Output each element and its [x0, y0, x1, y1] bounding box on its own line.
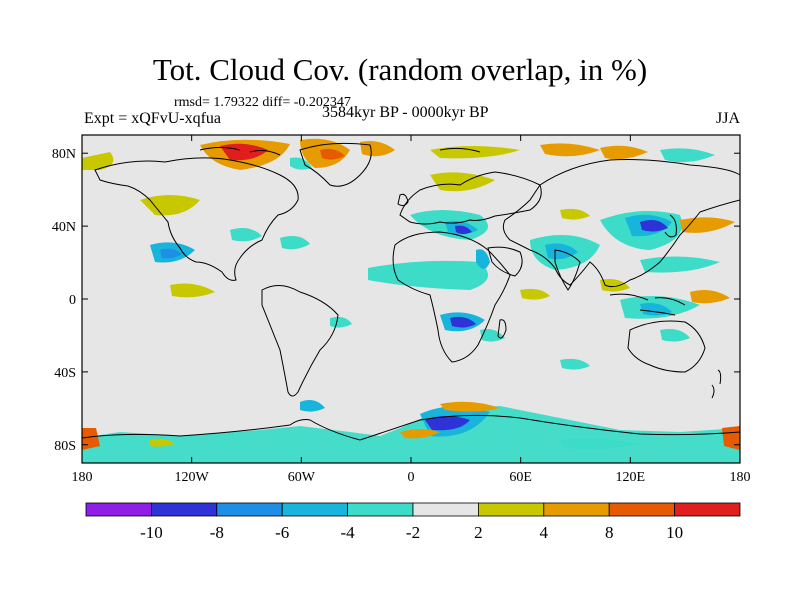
coastline [609, 293, 686, 316]
coastline [711, 369, 722, 399]
longitude-labels: 180 120W 60W 0 60E 120E 180 [72, 470, 751, 485]
anomaly-patch [520, 288, 550, 300]
anomaly-patch [82, 152, 114, 170]
anomaly-patch [680, 217, 735, 233]
lat-tick-label: 0 [69, 293, 76, 308]
anomaly-patch [140, 195, 200, 216]
coastline [664, 214, 677, 238]
anomaly-patch [330, 316, 352, 328]
lat-tick-label: 80N [52, 147, 76, 162]
coastline [554, 249, 581, 291]
anomaly-patch [368, 260, 488, 290]
coastline [502, 159, 740, 288]
coastline [299, 142, 372, 187]
anomaly-patch [290, 157, 312, 170]
lat-tick-label: 80S [54, 439, 76, 454]
anomaly-patch [400, 429, 440, 439]
colorbar-swatch [608, 502, 676, 517]
coastline [627, 320, 706, 373]
lon-tick-label: 120W [175, 470, 210, 485]
anomaly-patch [560, 438, 640, 450]
lon-tick-label: 60E [509, 470, 532, 485]
coastline [392, 231, 511, 363]
colorbar-label: 10 [666, 523, 683, 542]
anomaly-patch [160, 248, 182, 259]
colorbar-swatch [281, 502, 349, 517]
anomaly-patch [660, 329, 690, 342]
lon-tick-label: 180 [730, 470, 751, 485]
colorbar [85, 502, 741, 517]
colorbar-label: -6 [275, 523, 289, 542]
latitude-labels: 80N 40N 0 40S 80S [52, 147, 76, 454]
anomaly-patch [640, 303, 672, 316]
colorbar-label: -10 [140, 523, 163, 542]
anomaly-patch [230, 228, 262, 242]
coastline [399, 171, 542, 225]
axis-ticks [81, 135, 741, 463]
anomaly-patch [480, 329, 505, 342]
colorbar-swatch [85, 502, 152, 517]
coastline [497, 319, 507, 339]
anomaly-patch [440, 401, 500, 412]
anomaly-patch [300, 400, 325, 412]
anomaly-patch [430, 172, 495, 192]
lon-tick-label: 120E [616, 470, 646, 485]
lon-tick-label: 0 [408, 470, 415, 485]
lon-tick-label: 180 [72, 470, 93, 485]
coastline [397, 193, 409, 207]
anomaly-patch [320, 148, 345, 160]
anomaly-patch [455, 225, 472, 234]
colorbar-label: 4 [540, 523, 549, 542]
stats-label: rmsd= 1.79322 diff= -0.202347 [174, 95, 351, 110]
colorbar-label: 8 [605, 523, 614, 542]
coastlines [82, 142, 740, 441]
anomaly-patch [170, 283, 215, 298]
colorbar-swatch [477, 502, 545, 517]
period-label: 3584kyr BP - 0000kyr BP [322, 104, 489, 121]
coastline [199, 147, 481, 156]
colorbar-swatch [216, 502, 283, 517]
anomaly-patch [540, 143, 600, 157]
coastline [261, 285, 339, 397]
lon-tick-label: 60W [288, 470, 316, 485]
season-label: JJA [715, 110, 740, 127]
anomaly-patch [280, 236, 310, 250]
anomaly-patch [600, 279, 630, 292]
anomaly-patch [660, 148, 715, 163]
colorbar-label: 2 [474, 523, 483, 542]
anomaly-patch [560, 208, 590, 220]
anomaly-patch [430, 146, 520, 159]
anomaly-patch [220, 143, 268, 161]
colorbar-swatch [412, 502, 479, 517]
anomaly-patch [600, 145, 648, 160]
colorbar-swatch [674, 502, 741, 517]
anomaly-patch [450, 316, 476, 328]
coastline [82, 414, 740, 441]
colorbar-swatch [543, 502, 610, 517]
coastline [94, 157, 299, 281]
anomaly-patch [740, 299, 775, 314]
colorbar-label: -4 [341, 523, 356, 542]
anomaly-patch [690, 290, 730, 304]
map-title: Tot. Cloud Cov. (random overlap, in %) [152, 52, 648, 87]
anomaly-patch [640, 256, 720, 273]
anomaly-patch [150, 438, 175, 447]
coastline [487, 246, 523, 277]
colorbar-label: -8 [210, 523, 224, 542]
anomaly-patch [476, 249, 490, 269]
lat-tick-label: 40S [54, 366, 76, 381]
anomaly-patch [560, 358, 590, 370]
anomaly-patch [425, 416, 470, 431]
colorbar-swatch [347, 502, 414, 517]
lat-tick-label: 40N [52, 220, 76, 235]
colorbar-label: -2 [406, 523, 420, 542]
anomaly-patch [640, 220, 668, 232]
colorbar-labels: -10 -8 -6 -4 -2 2 4 8 10 [140, 523, 683, 542]
colorbar-swatch [150, 502, 218, 517]
experiment-label: Expt = xQFvU-xqfua [84, 110, 222, 127]
